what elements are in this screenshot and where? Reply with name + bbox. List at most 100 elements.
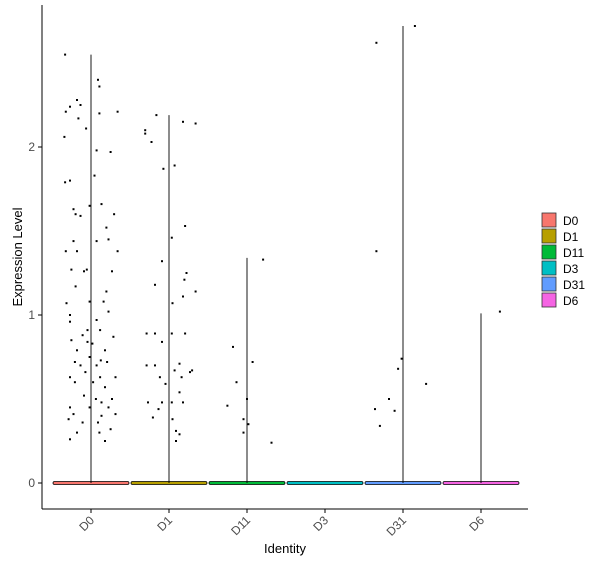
- data-point: [72, 413, 75, 416]
- x-tick-label: D1: [154, 513, 175, 534]
- data-point: [95, 149, 98, 152]
- data-point: [242, 418, 245, 421]
- data-point: [107, 310, 110, 313]
- data-point: [425, 382, 428, 385]
- violin-D6: [442, 310, 520, 485]
- data-point: [69, 438, 71, 441]
- legend-swatch: [541, 212, 557, 228]
- data-point: [145, 332, 148, 335]
- legend-swatch: [541, 276, 557, 292]
- data-point: [64, 110, 67, 113]
- data-point: [106, 361, 109, 363]
- data-point: [155, 114, 158, 117]
- data-point: [171, 302, 174, 305]
- data-point: [114, 376, 117, 379]
- data-point: [85, 127, 88, 130]
- data-point: [79, 104, 82, 106]
- data-point: [99, 376, 102, 379]
- data-point: [116, 110, 119, 113]
- data-point: [498, 310, 501, 313]
- data-point: [185, 272, 188, 274]
- data-point: [114, 413, 117, 416]
- data-point: [105, 226, 108, 229]
- data-point: [73, 381, 76, 384]
- data-point: [173, 369, 176, 372]
- data-point: [88, 356, 91, 358]
- legend-label: D31: [563, 278, 585, 292]
- legend-item-D1: D1: [541, 228, 579, 244]
- legend-swatch: [541, 260, 557, 276]
- data-point: [171, 418, 174, 421]
- data-point: [151, 416, 154, 419]
- y-axis-title: Expression Level: [10, 207, 25, 306]
- data-point: [178, 433, 181, 436]
- data-point: [83, 270, 85, 273]
- legend-swatch: [541, 228, 557, 244]
- data-point: [158, 376, 161, 379]
- data-point: [97, 78, 99, 81]
- data-point: [98, 85, 101, 88]
- data-point: [83, 394, 85, 397]
- data-point: [251, 361, 254, 363]
- data-point: [116, 250, 119, 253]
- data-point: [107, 238, 110, 241]
- legend-item-D31: D31: [541, 276, 585, 292]
- legend-item-D6: D6: [541, 292, 579, 308]
- data-point: [104, 440, 106, 442]
- data-point: [413, 25, 416, 27]
- data-point: [98, 112, 101, 115]
- data-point: [154, 364, 156, 367]
- data-point: [81, 334, 84, 337]
- legend-item-D11: D11: [541, 244, 584, 260]
- legend-swatch: [541, 292, 557, 308]
- data-point: [85, 268, 88, 271]
- x-tick-label: D31: [384, 513, 410, 539]
- data-point: [64, 250, 67, 253]
- data-point: [86, 340, 89, 343]
- data-point: [170, 401, 173, 404]
- data-point: [74, 213, 77, 216]
- data-point: [161, 401, 163, 404]
- data-point: [161, 340, 163, 343]
- data-point: [99, 359, 102, 362]
- data-point: [393, 409, 396, 412]
- data-point: [232, 345, 234, 348]
- data-point: [170, 236, 173, 239]
- data-point: [150, 141, 153, 143]
- data-point: [375, 41, 378, 44]
- data-point: [154, 332, 156, 335]
- data-point: [170, 332, 173, 335]
- data-point: [70, 339, 73, 342]
- data-point: [147, 401, 149, 404]
- data-point: [70, 268, 73, 271]
- data-point: [270, 441, 273, 444]
- legend-label: D11: [563, 246, 584, 260]
- data-point: [74, 285, 77, 288]
- data-point: [175, 429, 177, 432]
- data-point: [79, 364, 82, 367]
- data-point: [173, 164, 176, 167]
- data-point: [109, 151, 112, 153]
- data-point: [65, 302, 68, 305]
- data-point: [400, 357, 403, 360]
- data-point: [111, 398, 113, 400]
- data-point: [91, 342, 94, 345]
- data-point: [144, 132, 147, 135]
- data-point: [180, 376, 183, 379]
- data-point: [88, 406, 91, 409]
- data-point: [93, 174, 96, 177]
- data-point: [79, 214, 82, 217]
- data-point: [73, 361, 76, 363]
- violin-D11: [208, 257, 286, 485]
- data-point: [81, 421, 84, 424]
- data-point: [98, 431, 101, 434]
- data-point: [88, 204, 91, 207]
- data-point: [246, 398, 248, 400]
- x-tick-label: D0: [76, 513, 97, 534]
- data-point: [247, 423, 250, 426]
- data-point: [104, 349, 106, 352]
- violin-D0: [52, 53, 130, 485]
- data-point: [76, 349, 78, 352]
- data-point: [162, 167, 165, 170]
